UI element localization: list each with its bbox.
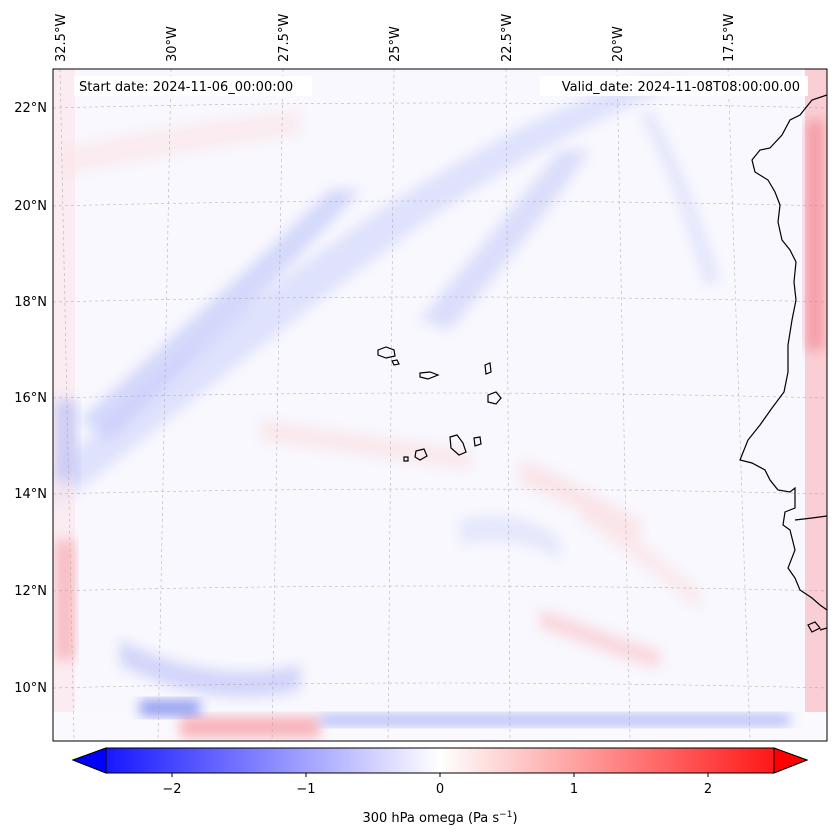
- colorbar-min-extend: [71, 747, 107, 774]
- santiago-island: [449, 434, 467, 456]
- colorbar-title: 300 hPa omega (Pa s−1): [362, 810, 517, 826]
- colorbar-tick-label: 1: [570, 782, 578, 797]
- start-date-label: Start date: 2024-11-06_00:00:00: [79, 80, 293, 95]
- start-date-box: [74, 76, 312, 96]
- colorbar-tick-label: 0: [436, 782, 444, 797]
- valid-date-box: [540, 76, 808, 96]
- brava-island: [403, 456, 409, 462]
- lon-label: 30°W: [165, 26, 180, 62]
- colorbar-tick-label: −2: [162, 782, 181, 797]
- maio-island: [473, 436, 482, 447]
- lat-label: 16°N: [14, 391, 47, 406]
- lat-label: 20°N: [14, 199, 47, 214]
- sao-vicente-island: [391, 359, 400, 366]
- sao-nicolau-island: [419, 371, 440, 380]
- lat-label: 14°N: [14, 487, 47, 502]
- colorbar-bar: [71, 747, 809, 774]
- guinea-bissau-islands: [807, 621, 827, 633]
- lon-label: 25°W: [388, 26, 403, 62]
- colorbar-title-sup: −1: [499, 810, 512, 820]
- lon-label: 32.5°W: [54, 14, 69, 62]
- lat-label: 10°N: [14, 681, 47, 696]
- gambia-estuary: [794, 515, 827, 521]
- santo-antao-island: [377, 346, 396, 359]
- map-frame: [52, 68, 828, 742]
- colorbar-max-extend: [773, 747, 809, 774]
- longitude-labels: 32.5°W 30°W 27.5°W 25°W 22.5°W 20°W 17.5…: [54, 14, 737, 62]
- colorbar-ticks: [171, 773, 709, 777]
- coastlines: [377, 94, 827, 633]
- valid-date-label: Valid_date: 2024-11-08T08:00:00.00: [562, 80, 800, 95]
- colorbar: −2 −1 0 1 2 300 hPa omega (Pa s−1): [71, 747, 809, 826]
- colorbar-tick-label: −1: [296, 782, 315, 797]
- sal-island: [484, 362, 492, 375]
- colorbar-title-main: 300 hPa omega (Pa s: [362, 811, 499, 826]
- lat-label: 22°N: [14, 101, 47, 116]
- lon-label: 20°W: [611, 26, 626, 62]
- lat-label: 12°N: [14, 584, 47, 599]
- graticule: [53, 69, 827, 741]
- lon-label: 22.5°W: [500, 14, 515, 62]
- fogo-island: [414, 448, 428, 461]
- omega-field: [53, 69, 827, 741]
- boa-vista-island: [487, 391, 502, 405]
- lat-label: 18°N: [14, 295, 47, 310]
- lon-label: 27.5°W: [277, 14, 292, 62]
- colorbar-title-close: ): [512, 811, 517, 826]
- colorbar-tick-label: 2: [704, 782, 712, 797]
- lon-label: 17.5°W: [722, 14, 737, 62]
- africa-coastline: [739, 94, 827, 611]
- latitude-labels: 22°N 20°N 18°N 16°N 14°N 12°N 10°N: [14, 101, 47, 696]
